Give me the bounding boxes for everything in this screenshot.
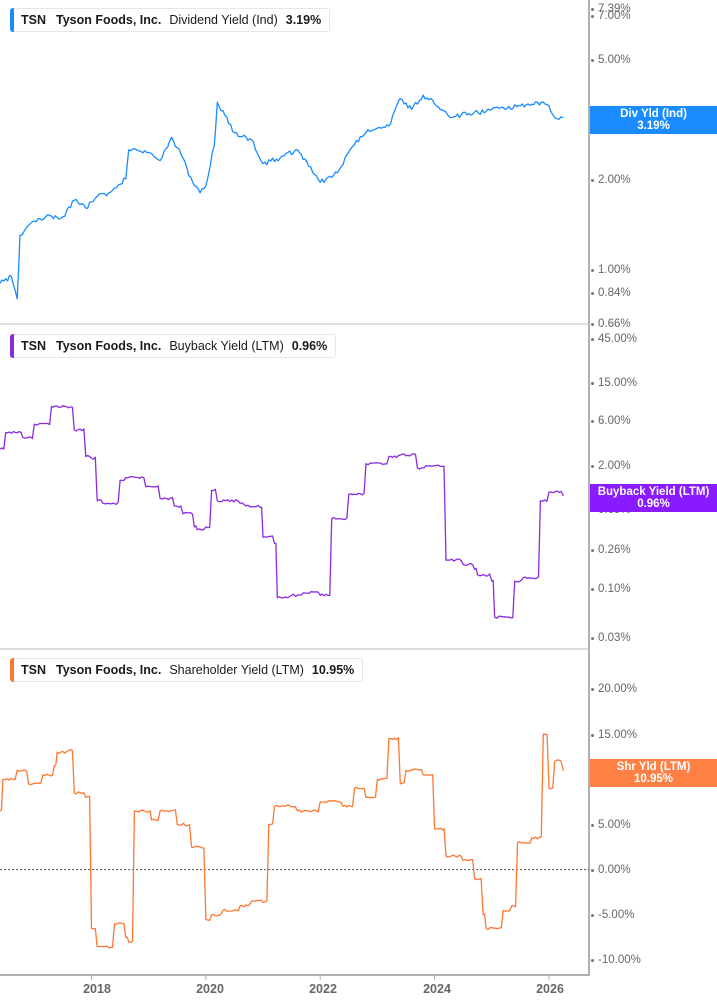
y-tick-label: 0.10% [591, 583, 631, 595]
series-color-swatch [10, 334, 14, 358]
y-tick-label: 0.84% [591, 287, 631, 299]
legend-ticker: TSN [21, 13, 46, 27]
legend-buyback-yield: TSN Tyson Foods, Inc. Buyback Yield (LTM… [10, 334, 337, 358]
legend-company: Tyson Foods, Inc. [56, 339, 162, 353]
series-line-middle [0, 404, 564, 619]
y-tick-label: 2.00% [591, 174, 631, 186]
y-tick-label: 7.39% [591, 3, 631, 15]
legend-company: Tyson Foods, Inc. [56, 13, 162, 27]
legend-dividend-yield: TSN Tyson Foods, Inc. Dividend Yield (In… [10, 8, 331, 32]
flag-label: Buyback Yield (LTM) [597, 486, 710, 498]
series-line-bottom [0, 733, 564, 949]
flag-value: 3.19% [637, 120, 670, 132]
flag-value: 0.96% [637, 498, 670, 510]
legend-ticker: TSN [21, 663, 46, 677]
x-tick-label: 2024 [423, 982, 451, 996]
y-tick-label: 45.00% [590, 333, 638, 345]
legend-metric: Dividend Yield (Ind) [169, 13, 278, 27]
y-tick-label: 0.66% [591, 318, 631, 330]
flag-value: 10.95% [633, 773, 673, 785]
legend-ticker: TSN [21, 339, 46, 353]
legend-value: 3.19% [285, 13, 322, 27]
y-tick-label: 1.00% [591, 264, 631, 276]
y-tick-label: 15.00% [590, 377, 638, 389]
y-tick-label: 0.03% [591, 632, 631, 644]
last-value-flag-buyback: Buyback Yield (LTM) 0.96% [590, 484, 717, 512]
flag-label: Div Yld (Ind) [620, 108, 687, 120]
y-tick-label: 2.00% [591, 460, 631, 472]
y-tick-label: 6.00% [591, 415, 631, 427]
legend-shareholder-yield: TSN Tyson Foods, Inc. Shareholder Yield … [10, 658, 364, 682]
y-tick-label: 5.00% [591, 819, 631, 831]
legend-value: 10.95% [311, 663, 355, 677]
y-tick-label: -5.00% [590, 909, 635, 921]
last-value-flag-shareholder: Shr Yld (LTM) 10.95% [590, 759, 717, 787]
series-color-swatch [10, 8, 14, 32]
x-tick-label: 2026 [536, 982, 564, 996]
flag-label: Shr Yld (LTM) [616, 761, 691, 773]
y-tick-label: 7.00% [591, 10, 631, 22]
legend-metric: Shareholder Yield (LTM) [169, 663, 304, 677]
y-tick-label: 20.00% [590, 683, 638, 695]
x-tick-label: 2020 [196, 982, 224, 996]
x-tick-label: 2018 [83, 982, 111, 996]
y-tick-label: 0.00% [591, 864, 631, 876]
series-color-swatch [10, 658, 14, 682]
series-line-top [0, 94, 564, 300]
legend-value: 0.96% [291, 339, 328, 353]
legend-company: Tyson Foods, Inc. [56, 663, 162, 677]
y-tick-label: 0.26% [591, 544, 631, 556]
y-tick-label: 5.00% [591, 54, 631, 66]
x-tick-label: 2022 [309, 982, 337, 996]
y-tick-label: -10.00% [591, 954, 641, 966]
last-value-flag-dividend: Div Yld (Ind) 3.19% [590, 106, 717, 134]
y-tick-label: 15.00% [590, 729, 638, 741]
legend-metric: Buyback Yield (LTM) [169, 339, 284, 353]
